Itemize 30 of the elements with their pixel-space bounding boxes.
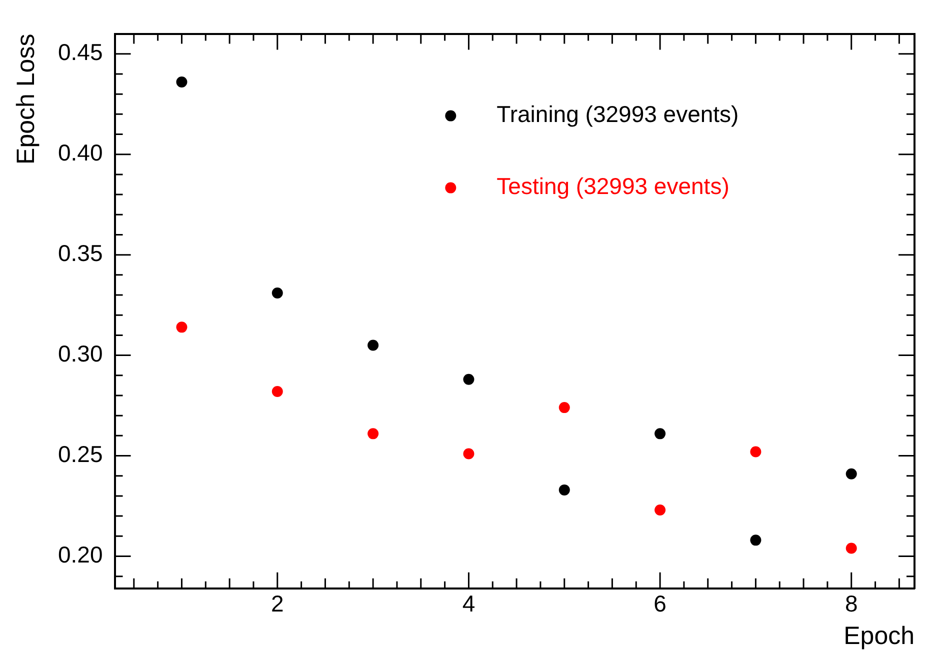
y-tick-label: 0.40 — [58, 140, 103, 166]
legend-label: Testing (32993 events) — [496, 173, 730, 200]
point — [463, 374, 474, 385]
x-tick-label: 4 — [462, 590, 476, 617]
point — [846, 542, 857, 554]
legend-label: Training (32993 events) — [496, 101, 739, 128]
y-tick-label: 0.35 — [58, 240, 103, 266]
y-tick-label: 0.20 — [58, 542, 103, 568]
point — [846, 468, 857, 480]
y-tick-label: 0.45 — [58, 39, 103, 66]
point — [750, 446, 762, 458]
x-tick-label: 8 — [844, 590, 858, 617]
point — [654, 504, 666, 516]
point — [272, 386, 283, 397]
x-tick-label: 6 — [654, 590, 666, 617]
point — [654, 428, 666, 440]
point — [558, 402, 570, 414]
point — [750, 534, 762, 546]
x-axis-title: Epoch — [844, 622, 914, 650]
x-tick-label: 2 — [270, 590, 284, 617]
point — [558, 484, 570, 496]
point — [368, 428, 379, 440]
point — [176, 76, 188, 88]
y-axis-title: Epoch Loss — [12, 34, 40, 164]
point — [463, 448, 474, 460]
point — [368, 340, 379, 351]
y-tick-label: 0.30 — [58, 340, 103, 367]
y-tick-label: 0.25 — [58, 441, 103, 468]
point — [272, 288, 283, 299]
point — [176, 322, 188, 333]
